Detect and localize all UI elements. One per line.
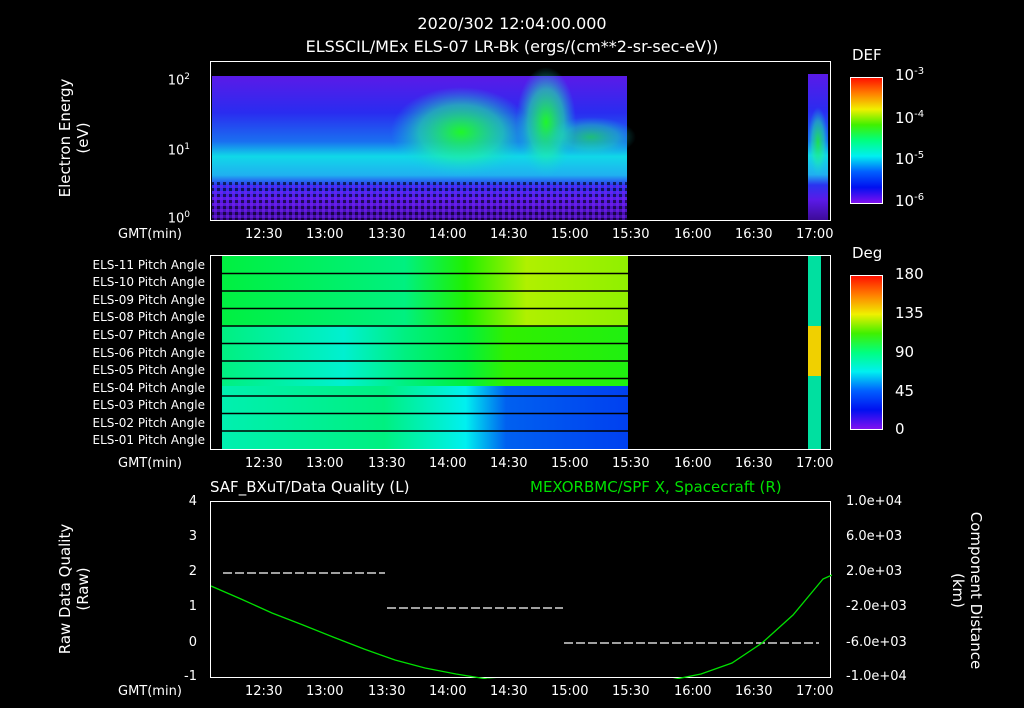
panel3-xaxis-label: GMT(min) xyxy=(118,684,182,699)
energy-tick-10: 101 xyxy=(167,142,190,159)
x-tick: 15:00 xyxy=(551,227,589,242)
left-y-tick: 3 xyxy=(188,529,197,544)
x-tick: 13:00 xyxy=(306,684,344,699)
data-quality-series xyxy=(223,572,819,644)
pitch-row-label: ELS-11 Pitch Angle xyxy=(92,258,205,272)
panel1-xaxis-label: GMT(min) xyxy=(118,227,182,242)
energy-spectrogram-image xyxy=(212,67,828,220)
data-quality-axis-label-line1: Raw Data Quality xyxy=(56,523,74,655)
x-tick: 16:00 xyxy=(674,456,712,471)
x-tick: 15:00 xyxy=(551,456,589,471)
deg-colorbar-title: Deg xyxy=(852,244,883,262)
right-y-tick: -1.0e+04 xyxy=(846,669,907,684)
data-quality-axis-label-line2: (Raw) xyxy=(74,567,92,611)
def-colorbar xyxy=(850,77,883,204)
x-tick: 14:00 xyxy=(429,456,467,471)
x-tick: 12:30 xyxy=(245,684,283,699)
x-tick: 14:30 xyxy=(490,456,528,471)
x-tick: 14:00 xyxy=(429,227,467,242)
right-y-tick: 2.0e+03 xyxy=(846,564,903,579)
pitch-row-label: ELS-07 Pitch Angle xyxy=(92,328,205,342)
deg-colorbar-tick: 135 xyxy=(895,304,924,322)
distance-axis-label-line1: Component Distance xyxy=(967,511,985,670)
energy-axis-label-line2: (eV) xyxy=(74,122,92,154)
energy-tick-100: 102 xyxy=(167,72,190,89)
x-tick: 17:00 xyxy=(796,456,834,471)
panel3-title-right: MEXORBMC/SPF X, Spacecraft (R) xyxy=(530,478,782,496)
plot-timestamp: 2020/302 12:04:00.000 xyxy=(417,14,607,33)
deg-colorbar-tick: 90 xyxy=(895,343,915,361)
left-y-tick: 2 xyxy=(188,564,197,579)
right-y-tick: 1.0e+04 xyxy=(846,494,903,509)
right-y-tick: -2.0e+03 xyxy=(846,599,907,614)
x-tick: 14:30 xyxy=(490,227,528,242)
x-tick: 14:30 xyxy=(490,684,528,699)
x-tick: 17:00 xyxy=(796,684,834,699)
pitch-angle-row-labels: ELS-11 Pitch Angle ELS-10 Pitch Angle EL… xyxy=(0,256,206,448)
x-tick: 13:30 xyxy=(368,456,406,471)
deg-colorbar-tick: 45 xyxy=(895,382,915,400)
spf-x-series xyxy=(211,574,832,679)
def-colorbar-tick-3: 10-6 xyxy=(895,192,925,210)
def-colorbar-tick-0: 10-3 xyxy=(895,66,925,84)
pitch-row-label: ELS-01 Pitch Angle xyxy=(92,433,205,447)
pitch-row-label: ELS-06 Pitch Angle xyxy=(92,346,205,360)
x-tick: 16:30 xyxy=(735,456,773,471)
deg-colorbar-tick: 180 xyxy=(895,265,924,283)
def-colorbar-tick-1: 10-4 xyxy=(895,109,925,127)
x-tick: 12:30 xyxy=(245,456,283,471)
pitch-angle-heatmap[interactable] xyxy=(210,255,831,450)
data-quality-line-plot[interactable] xyxy=(210,501,832,679)
x-tick: 15:00 xyxy=(551,684,589,699)
x-tick: 13:00 xyxy=(306,227,344,242)
x-tick: 16:00 xyxy=(674,227,712,242)
pitch-row-label: ELS-10 Pitch Angle xyxy=(92,275,205,289)
pitch-row-label: ELS-05 Pitch Angle xyxy=(92,363,205,377)
plot-subtitle: ELSSCIL/MEx ELS-07 LR-Bk (ergs/(cm**2-sr… xyxy=(305,37,719,56)
panel2-xaxis-ticks: 12:30 13:00 13:30 14:00 14:30 15:00 15:3… xyxy=(0,456,1024,472)
x-tick: 16:30 xyxy=(735,227,773,242)
pitch-row-label: ELS-09 Pitch Angle xyxy=(92,293,205,307)
energy-axis-label-line1: Electron Energy xyxy=(56,78,74,198)
def-colorbar-title: DEF xyxy=(852,46,882,64)
panel3-title-left: SAF_BXuT/Data Quality (L) xyxy=(210,478,410,496)
line-plot-image xyxy=(211,572,832,679)
x-tick: 17:00 xyxy=(796,227,834,242)
left-y-tick: 1 xyxy=(188,599,197,614)
energy-spectrogram[interactable] xyxy=(210,61,831,221)
panel3-xaxis-ticks: 12:30 13:00 13:30 14:00 14:30 15:00 15:3… xyxy=(0,684,1024,700)
panel1-xaxis-ticks: 12:30 13:00 13:30 14:00 14:30 15:00 15:3… xyxy=(0,227,1024,243)
deg-colorbar-tick: 0 xyxy=(895,420,905,438)
panel2-xaxis-label: GMT(min) xyxy=(118,456,182,471)
x-tick: 15:30 xyxy=(612,456,650,471)
pitch-angle-image xyxy=(222,256,821,449)
pitch-row-label: ELS-08 Pitch Angle xyxy=(92,310,205,324)
x-tick: 15:30 xyxy=(612,227,650,242)
left-y-tick: -1 xyxy=(184,669,197,684)
pitch-row-label: ELS-03 Pitch Angle xyxy=(92,398,205,412)
data-quality-axis-label: Raw Data Quality (Raw) xyxy=(56,514,92,664)
x-tick: 16:30 xyxy=(735,684,773,699)
x-tick: 13:00 xyxy=(306,456,344,471)
left-y-tick: 0 xyxy=(188,635,197,650)
x-tick: 13:30 xyxy=(368,684,406,699)
pitch-row-label: ELS-02 Pitch Angle xyxy=(92,416,205,430)
energy-axis-label: Electron Energy (eV) xyxy=(56,68,92,208)
left-y-tick: 4 xyxy=(188,494,197,509)
x-tick: 12:30 xyxy=(245,227,283,242)
right-y-tick: 6.0e+03 xyxy=(846,529,903,544)
x-tick: 16:00 xyxy=(674,684,712,699)
energy-tick-1: 100 xyxy=(167,210,190,227)
distance-axis-label-line2: (km) xyxy=(949,572,967,608)
pitch-row-label: ELS-04 Pitch Angle xyxy=(92,381,205,395)
x-tick: 14:00 xyxy=(429,684,467,699)
x-tick: 13:30 xyxy=(368,227,406,242)
distance-axis-label: Component Distance (km) xyxy=(949,503,985,678)
deg-colorbar xyxy=(850,275,883,430)
def-colorbar-tick-2: 10-5 xyxy=(895,150,925,168)
x-tick: 15:30 xyxy=(612,684,650,699)
right-y-tick: -6.0e+03 xyxy=(846,635,907,650)
